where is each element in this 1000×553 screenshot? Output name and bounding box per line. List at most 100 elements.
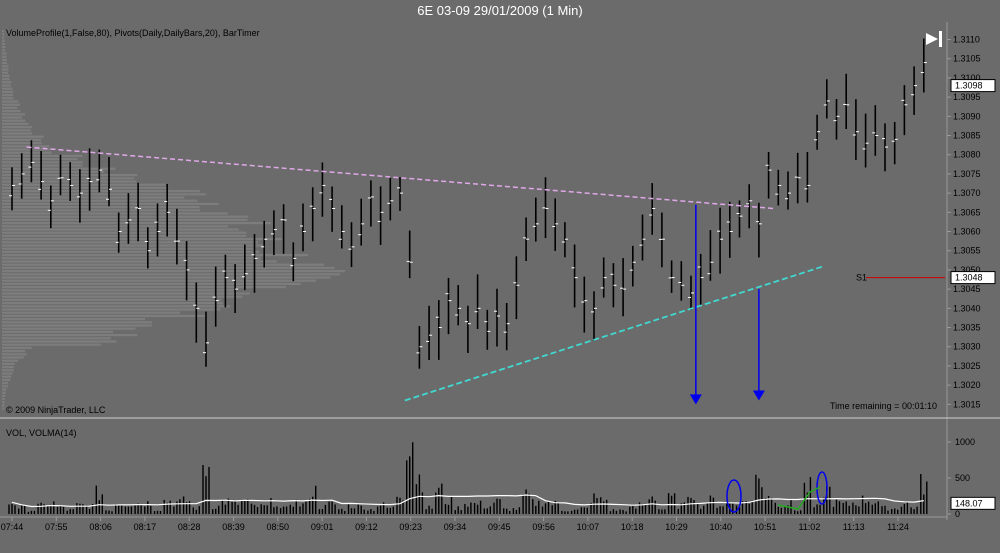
copyright-label: © 2009 NinjaTrader, LLC (6, 405, 106, 415)
profile-row (2, 369, 15, 372)
price-tick-label: 1.3105 (953, 54, 981, 64)
resistance-trendline (26, 146, 774, 210)
time-tick-label: 08:50 (267, 522, 290, 532)
profile-row (2, 161, 84, 164)
time-tick-label: 09:12 (355, 522, 378, 532)
price-tick-label: 1.3015 (953, 399, 981, 409)
profile-row (2, 231, 247, 234)
profile-row (2, 103, 21, 106)
profile-row (2, 148, 51, 151)
profile-row (2, 138, 41, 141)
arrow-head-icon (752, 390, 765, 401)
profile-row (2, 186, 169, 189)
price-tick-label: 1.3055 (953, 246, 981, 256)
profile-row (2, 324, 152, 327)
profile-row (2, 30, 5, 33)
time-tick-label: 09:01 (311, 522, 334, 532)
profile-row (2, 78, 10, 81)
profile-row (2, 353, 27, 356)
profile-row (2, 129, 31, 132)
profile-row (2, 378, 11, 381)
price-tick-label: 1.3040 (953, 303, 981, 313)
pivot-s1-label: S1 (856, 273, 867, 283)
profile-row (2, 199, 198, 202)
profile-row (2, 71, 9, 74)
time-tick-label: 10:29 (665, 522, 688, 532)
pivot-price-label: 1.3048 (955, 273, 983, 283)
profile-row (2, 302, 223, 305)
profile-row (2, 266, 335, 269)
time-tick-label: 10:07 (577, 522, 600, 532)
profile-row (2, 113, 26, 116)
profile-row (2, 391, 6, 394)
profile-row (2, 81, 12, 84)
price-tick-label: 1.3110 (953, 35, 980, 45)
profile-row (2, 206, 200, 209)
profile-row (2, 289, 235, 292)
price-tick-label: 1.3060 (953, 227, 981, 237)
price-tick-label: 1.3045 (953, 284, 981, 294)
time-tick-label: 09:23 (399, 522, 422, 532)
profile-row (2, 305, 231, 308)
profile-row (2, 142, 42, 145)
volume-profile (2, 30, 345, 410)
time-tick-label: 08:17 (134, 522, 157, 532)
profile-row (2, 254, 309, 257)
profile-row (2, 286, 287, 289)
profile-row (2, 122, 29, 125)
price-tick-label: 1.3075 (953, 169, 981, 179)
profile-row (2, 202, 219, 205)
profile-row (2, 311, 181, 314)
profile-row (2, 273, 340, 276)
time-tick-label: 09:56 (532, 522, 555, 532)
price-tick-label: 1.3090 (953, 111, 981, 121)
profile-row (2, 100, 19, 103)
profile-row (2, 346, 32, 349)
profile-row (2, 65, 9, 68)
profile-row (2, 247, 256, 250)
profile-row (2, 279, 317, 282)
price-tick-label: 1.3095 (953, 92, 981, 102)
profile-row (2, 94, 14, 97)
profile-row (2, 394, 6, 397)
scroll-to-end-icon[interactable] (926, 31, 942, 47)
profile-row (2, 228, 239, 231)
profile-row (2, 244, 264, 247)
profile-row (2, 55, 7, 58)
profile-row (2, 97, 14, 100)
profile-row (2, 151, 52, 154)
profile-row (2, 218, 248, 221)
volume-tick-label: 1000 (955, 437, 975, 447)
time-tick-label: 07:55 (45, 522, 68, 532)
price-tick-label: 1.3025 (953, 361, 981, 371)
profile-row (2, 356, 25, 359)
last-price-label: 1.3098 (955, 81, 983, 91)
profile-row (2, 190, 200, 193)
time-tick-label: 08:06 (89, 522, 112, 532)
profile-row (2, 241, 259, 244)
support-trendline (404, 265, 824, 402)
price-tick-label: 1.3030 (953, 342, 981, 352)
chart-labels: 1.3015 1.3020 1.3025 1.3030 1.3035 1.3040 1.30… (1, 28, 996, 532)
profile-row (2, 212, 228, 215)
profile-row (2, 177, 135, 180)
profile-row (2, 234, 247, 237)
profile-row (2, 209, 201, 212)
profile-row (2, 154, 83, 157)
profile-row (2, 39, 5, 42)
volume-highlight-ellipse (726, 479, 742, 513)
profile-row (2, 343, 102, 346)
profile-row (2, 193, 206, 196)
profile-row (2, 298, 222, 301)
profile-row (2, 84, 11, 87)
profile-row (2, 366, 14, 369)
trendline-annotations (26, 146, 945, 405)
profile-row (2, 407, 5, 410)
volume-tick-label: 500 (955, 473, 970, 483)
profile-row (2, 225, 229, 228)
time-tick-label: 08:28 (178, 522, 201, 532)
last-volume-label-box (950, 496, 996, 510)
profile-row (2, 362, 15, 365)
volume-trend-line (777, 486, 821, 510)
